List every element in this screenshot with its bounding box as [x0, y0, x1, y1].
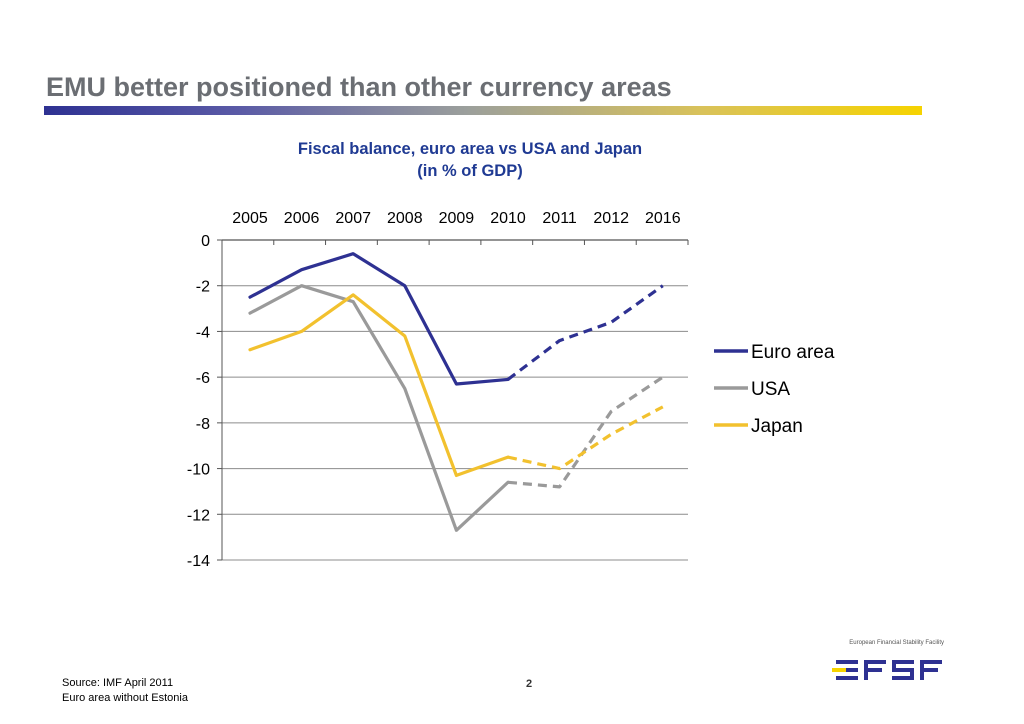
source-line-2: Euro area without Estonia — [62, 692, 188, 704]
slide-title: EMU better positioned than other currenc… — [46, 72, 672, 102]
y-tick-label: -4 — [196, 324, 210, 341]
x-tick-label: 2016 — [645, 210, 681, 227]
x-tick-label: 2011 — [542, 210, 577, 227]
x-tick-label: 2007 — [335, 210, 371, 227]
page-number: 2 — [526, 678, 533, 690]
y-tick-label: 0 — [201, 233, 210, 250]
y-tick-label: -10 — [187, 462, 210, 479]
chart-title-line2: (in % of GDP) — [417, 162, 523, 180]
series-projection-japan — [507, 405, 664, 471]
x-tick-label: 2006 — [284, 210, 320, 227]
legend-label-usa: USA — [751, 379, 790, 400]
chart-title: Fiscal balance, euro area vs USA and Jap… — [230, 138, 710, 182]
x-tick-label: 2010 — [490, 210, 526, 227]
source-note: Source: IMF April 2011 Euro area without… — [62, 676, 188, 706]
legend-label-japan: Japan — [751, 416, 803, 437]
y-tick-label: -8 — [196, 416, 210, 433]
series-line-euro-area — [248, 252, 510, 386]
y-tick-label: -6 — [196, 370, 210, 387]
series-line-usa — [248, 284, 510, 532]
y-tick-label: -14 — [187, 553, 210, 570]
logo-caption: European Financial Stability Facility — [849, 640, 944, 646]
y-tick-label: -2 — [196, 279, 210, 296]
efsf-logo: European Financial Stability Facility — [832, 640, 944, 684]
x-tick-label: 2009 — [439, 210, 475, 227]
source-line-1: Source: IMF April 2011 — [62, 677, 174, 689]
y-tick-label: -12 — [187, 507, 210, 524]
legend-label-euro-area: Euro area — [751, 342, 835, 363]
series-line-japan — [248, 293, 510, 478]
series-projection-euro-area — [507, 284, 664, 381]
efsf-wordmark-icon — [832, 660, 942, 680]
x-tick-label: 2012 — [593, 210, 629, 227]
series-projection-usa — [507, 375, 664, 489]
chart-title-line1: Fiscal balance, euro area vs USA and Jap… — [297, 140, 643, 158]
x-tick-label: 2005 — [232, 210, 268, 227]
x-tick-label: 2008 — [387, 210, 423, 227]
title-gradient-bar — [44, 106, 922, 115]
